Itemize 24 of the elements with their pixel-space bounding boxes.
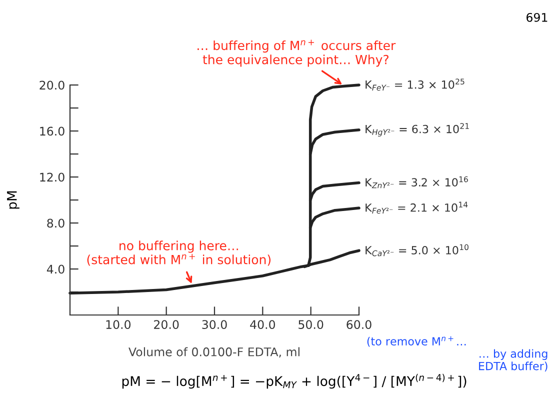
y-tick-label: 20.0 <box>40 80 64 90</box>
series-label: K$_{ZnY²⁻}$ = 3.2 × 10$^{16}$ <box>366 176 468 188</box>
series-label: K$_{CaY²⁻}$ = 5.0 × 10$^{10}$ <box>366 244 468 256</box>
text: pM = − log[M$^{n+}$] = −pK$_{MY}$ + log([Y$^{4−}$] / [MY$^{(n−4)+}$]) <box>122 374 466 389</box>
x-tick-label: 50.0 <box>298 320 324 329</box>
x-tick-label: 40.0 <box>250 320 276 329</box>
text: (to remove M$^{n+}$… <box>367 336 466 347</box>
series-label: K$_{HgY²⁻}$ = 6.3 × 10$^{21}$ <box>366 123 469 137</box>
y-tick-label: 12.0 <box>40 172 64 182</box>
annotation: no buffering here… (started with M$^{n+}$ in solution) <box>87 240 271 266</box>
y-axis-title: pM <box>7 191 20 209</box>
x-tick-label: 30.0 <box>202 320 227 329</box>
series-label: K$_{FeY⁻}$ = 1.3 × 10$^{25}$ <box>366 78 464 91</box>
y-tick-label: 8.0 <box>47 218 64 228</box>
text: 691 <box>526 12 548 22</box>
text: … by adding EDTA buffer) <box>479 349 548 372</box>
y-tick-label: 4.0 <box>46 264 64 274</box>
x-tick-label: 10.0 <box>106 320 131 329</box>
series-label: K$_{FeY²⁻}$ = 2.1 × 10$^{14}$ <box>366 202 468 214</box>
x-tick-label: 20.0 <box>154 320 179 329</box>
y-tick-label: 16.0 <box>40 126 64 136</box>
annotation: … buffering of M$^{n+}$ occurs after the equivalence point… Why? <box>198 40 396 67</box>
x-tick-label: 60.0 <box>346 320 372 329</box>
x-axis-title: Volume of 0.0100‑F EDTA, ml <box>128 347 300 358</box>
